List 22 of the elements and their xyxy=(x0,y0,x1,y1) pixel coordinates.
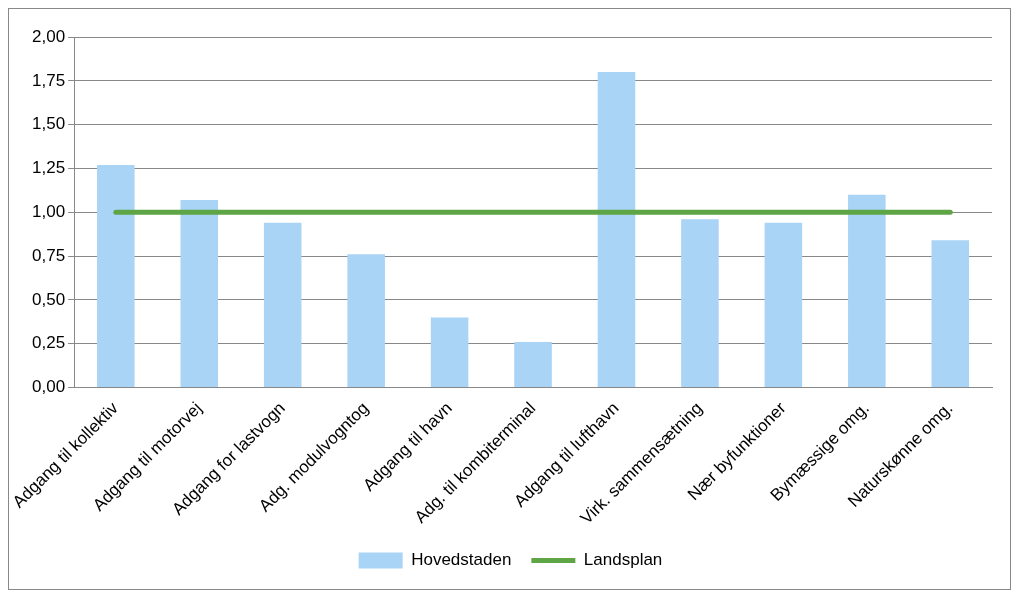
bar xyxy=(931,240,970,388)
y-tick-label: 0,75 xyxy=(31,245,66,265)
bar xyxy=(848,194,886,388)
y-tick-label: 1,00 xyxy=(31,201,66,221)
legend-label: Landsplan xyxy=(583,550,663,570)
bar xyxy=(97,164,135,388)
bar xyxy=(347,254,385,388)
bar xyxy=(597,72,636,388)
bar xyxy=(430,317,469,388)
legend-label: Hovedstaden xyxy=(411,550,512,570)
y-tick-label: 1,25 xyxy=(31,158,66,178)
bar xyxy=(263,222,302,388)
bar xyxy=(764,222,803,388)
bar xyxy=(180,200,219,388)
y-tick-label: 2,00 xyxy=(31,26,66,46)
y-tick-label: 1,75 xyxy=(31,70,66,90)
y-tick-label: 1,50 xyxy=(31,114,66,134)
y-tick-label: 0,25 xyxy=(31,333,66,353)
bar xyxy=(681,219,719,388)
y-tick-label: 0,50 xyxy=(31,289,66,309)
bar xyxy=(514,341,552,388)
y-tick-label: 0,00 xyxy=(31,377,66,397)
